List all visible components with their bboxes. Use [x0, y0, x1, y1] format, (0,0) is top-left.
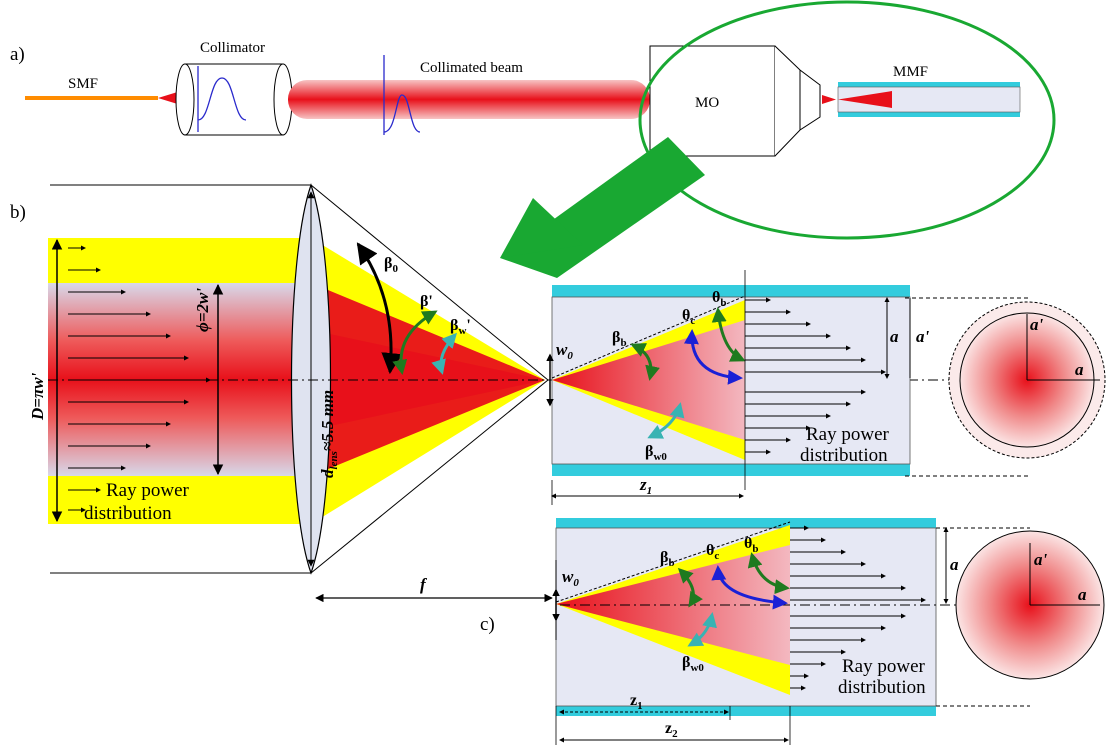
mo-focus-cone — [822, 95, 836, 104]
z1-label-c: z1 — [630, 692, 643, 712]
collimated-beam — [288, 80, 650, 119]
ray-power-right-line2: distribution — [800, 445, 888, 466]
lens-diameter-label: dlens≈5.5 mm — [318, 390, 340, 478]
a-label-b: a — [890, 327, 899, 346]
ray-power-arrows-right-b — [745, 297, 886, 455]
focal-length-label: f — [420, 575, 428, 594]
zoom-ellipse — [638, 0, 1056, 240]
phi-label: ϕ=2w' — [193, 288, 212, 332]
w0-label-c: w0 — [562, 567, 579, 589]
a-prime-label-spot-c: a' — [1034, 550, 1048, 569]
beta-w-prime-arc — [431, 332, 458, 375]
ray-power-left-line1: Ray power — [106, 480, 190, 501]
collimator — [175, 63, 293, 136]
w0-label-b: w0 — [556, 340, 573, 362]
beta-b-arc-c — [677, 567, 703, 608]
beta-b-arc-b — [630, 343, 660, 381]
beam-gaussian-icon — [383, 55, 421, 135]
theta-c-arc-c — [711, 565, 788, 610]
beta-w0-arc-c — [687, 612, 717, 647]
panel-c-letter: c) — [480, 614, 495, 635]
ray-power-left-line2: distribution — [84, 503, 172, 524]
a-prime-label-b: a' — [916, 327, 930, 346]
a-prime-label-spot-b: a' — [1030, 315, 1044, 334]
beta-prime-label: β' — [420, 293, 433, 310]
beta-w-prime-label: βw' — [450, 317, 471, 337]
beta-b-label-b: βb — [612, 329, 627, 349]
z2-label-c: z2 — [665, 720, 678, 740]
theta-b-arc-c — [747, 552, 790, 595]
beta0-label: β0 — [384, 255, 398, 275]
beta-w0-arc-b — [647, 402, 685, 439]
theta-b-label-c: θb — [744, 535, 758, 555]
ray-power-right-line1: Ray power — [806, 424, 890, 445]
a-label-c: a — [950, 555, 959, 574]
beta-w0-label-b: βw0 — [645, 443, 667, 463]
collimator-label: Collimator — [200, 40, 265, 56]
smf-label: SMF — [68, 76, 98, 92]
microscope-objective — [649, 45, 821, 157]
output-spot-c — [955, 530, 1105, 680]
ray-power-c-line1: Ray power — [842, 656, 926, 677]
panel-a-letter: a) — [10, 44, 25, 65]
panel-b: b) D=πw' ϕ=2w' — [10, 183, 1106, 603]
ray-power-arrows-c — [790, 525, 926, 691]
mmf-fiber — [837, 82, 1021, 117]
zoom-arrow-head — [500, 198, 583, 258]
z1-label-b: z1 — [639, 475, 652, 497]
a-label-spot-b: a — [1075, 360, 1084, 379]
theta-c-label-c: θc — [706, 542, 719, 562]
beta0-arc — [356, 242, 403, 375]
a-label-spot-c: a — [1078, 585, 1087, 604]
collimated-beam-label: Collimated beam — [420, 60, 523, 76]
theta-c-arc-b — [683, 329, 743, 385]
beta-b-label-c: βb — [660, 549, 675, 569]
panel-c: c) w0 βb θc θb βw0 — [480, 518, 1105, 745]
output-spot-b — [948, 301, 1106, 459]
beam-diameter-label: D=πw' — [28, 372, 47, 421]
beta-prime-arc — [392, 310, 438, 375]
gaussian-profile-icon — [197, 66, 247, 132]
ray-power-c-line2: distribution — [838, 677, 926, 698]
beta-w0-label-c: βw0 — [682, 654, 704, 674]
theta-b-arc-b — [711, 307, 746, 362]
panel-a: a) SMF Collimator Collimated beam MO — [10, 0, 1056, 278]
mo-label: MO — [695, 95, 719, 111]
theta-c-label-b: θc — [682, 307, 695, 327]
mmf-label: MMF — [893, 64, 928, 80]
theta-b-label-b: θb — [712, 289, 726, 309]
panel-b-letter: b) — [10, 202, 26, 223]
